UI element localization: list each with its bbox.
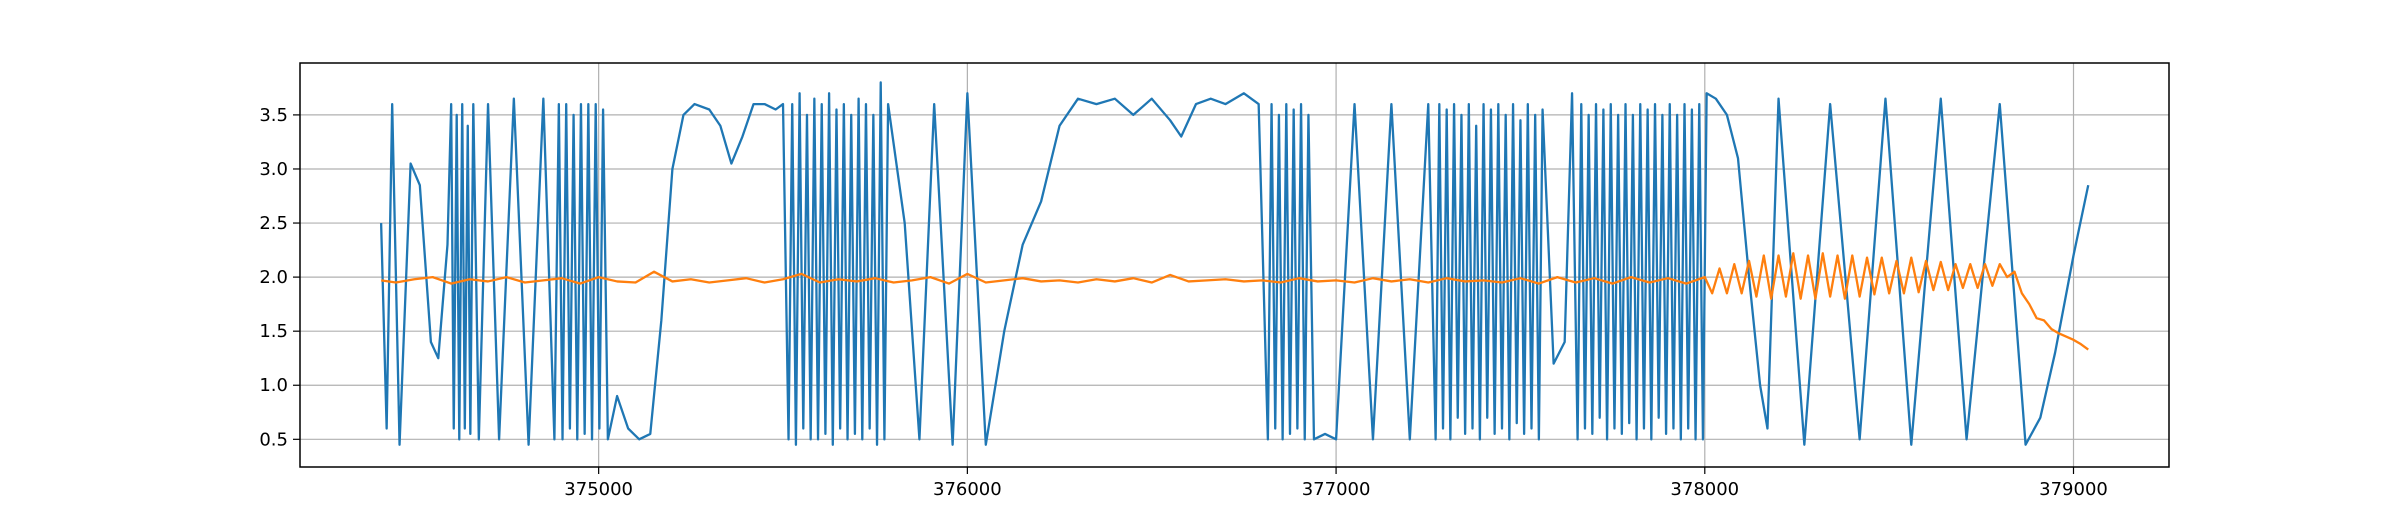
y-tick-label: 0.5	[259, 429, 288, 450]
y-tick-label: 1.5	[259, 321, 288, 342]
x-tick-label: 379000	[2039, 479, 2108, 500]
ticks: 375000 376000 377000 378000 379000 0.5 1.0 1.5 2…	[259, 105, 2108, 500]
axes-frame	[299, 62, 2170, 468]
grid	[300, 63, 2169, 467]
y-tick-label: 2.5	[259, 213, 288, 234]
x-tick-label: 376000	[933, 479, 1002, 500]
y-tick-label: 2.0	[259, 267, 288, 288]
series-line	[379, 81, 2090, 446]
series-line	[380, 252, 2089, 351]
y-tick-label: 3.0	[259, 159, 288, 180]
x-tick-label: 377000	[1302, 479, 1371, 500]
x-tick-label: 375000	[564, 479, 633, 500]
x-tick-label: 378000	[1670, 479, 1739, 500]
y-tick-label: 1.0	[259, 375, 288, 396]
y-tick-label: 3.5	[259, 105, 288, 126]
plot-area	[379, 81, 2090, 446]
